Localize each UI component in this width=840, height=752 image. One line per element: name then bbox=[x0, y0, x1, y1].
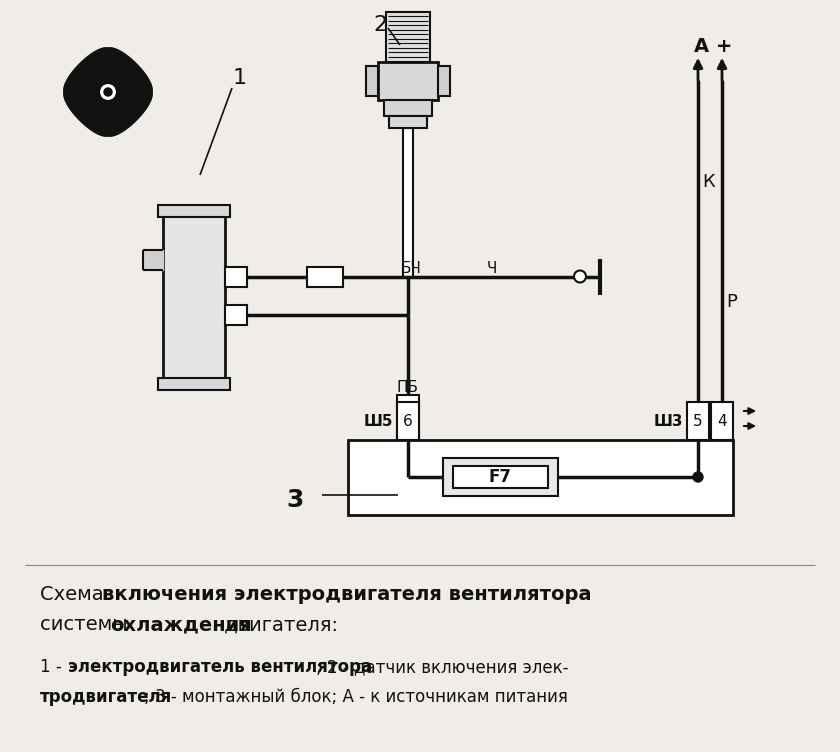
Text: Р: Р bbox=[726, 293, 737, 311]
Text: Схема: Схема bbox=[40, 586, 110, 605]
Text: Ш5: Ш5 bbox=[364, 414, 393, 429]
Bar bbox=[384, 100, 432, 116]
Text: БЧ: БЧ bbox=[401, 261, 422, 276]
Bar bbox=[443, 458, 558, 496]
Text: К: К bbox=[702, 173, 715, 191]
Bar bbox=[389, 116, 427, 128]
Bar bbox=[225, 266, 247, 287]
Bar bbox=[397, 402, 419, 440]
Text: 1 -: 1 - bbox=[40, 658, 67, 676]
Polygon shape bbox=[64, 48, 114, 98]
Text: 4: 4 bbox=[717, 414, 727, 429]
Bar bbox=[403, 128, 413, 277]
Bar bbox=[158, 378, 230, 390]
Text: включения электродвигателя вентилятора: включения электродвигателя вентилятора bbox=[102, 586, 591, 605]
Bar bbox=[307, 266, 343, 287]
Text: Ш3: Ш3 bbox=[654, 414, 683, 429]
Text: 6: 6 bbox=[403, 414, 413, 429]
Bar bbox=[453, 466, 548, 488]
Polygon shape bbox=[102, 86, 152, 136]
Bar bbox=[378, 62, 438, 100]
Bar bbox=[386, 12, 430, 62]
Polygon shape bbox=[64, 86, 114, 136]
Bar bbox=[366, 66, 378, 96]
Bar bbox=[687, 402, 709, 440]
Text: А +: А + bbox=[694, 38, 732, 56]
Text: F7: F7 bbox=[489, 468, 512, 486]
Text: двигателя:: двигателя: bbox=[218, 615, 338, 635]
Text: электродвигатель вентилятора: электродвигатель вентилятора bbox=[68, 658, 372, 676]
Bar bbox=[397, 395, 419, 440]
Text: ; 3 - монтажный блок; А - к источникам питания: ; 3 - монтажный блок; А - к источникам п… bbox=[144, 688, 568, 706]
Text: 2: 2 bbox=[373, 15, 387, 35]
Polygon shape bbox=[102, 48, 152, 98]
Circle shape bbox=[99, 83, 117, 101]
Text: 1: 1 bbox=[233, 68, 247, 88]
Circle shape bbox=[693, 472, 703, 482]
Bar bbox=[348, 440, 733, 515]
Text: Ч: Ч bbox=[486, 261, 496, 276]
Polygon shape bbox=[143, 250, 163, 270]
Bar bbox=[158, 205, 230, 217]
Bar bbox=[163, 210, 225, 385]
Bar bbox=[225, 305, 247, 325]
Text: ПБ: ПБ bbox=[397, 380, 419, 395]
Bar bbox=[438, 66, 450, 96]
Text: тродвигателя: тродвигателя bbox=[40, 688, 172, 706]
Circle shape bbox=[574, 271, 586, 283]
Text: ; 2 - датчик включения элек-: ; 2 - датчик включения элек- bbox=[316, 658, 569, 676]
Text: 3: 3 bbox=[286, 488, 304, 512]
Text: 5: 5 bbox=[693, 414, 703, 429]
Bar bbox=[711, 402, 733, 440]
Text: охлаждения: охлаждения bbox=[110, 615, 252, 635]
Text: системы: системы bbox=[40, 615, 134, 635]
Circle shape bbox=[104, 88, 112, 96]
